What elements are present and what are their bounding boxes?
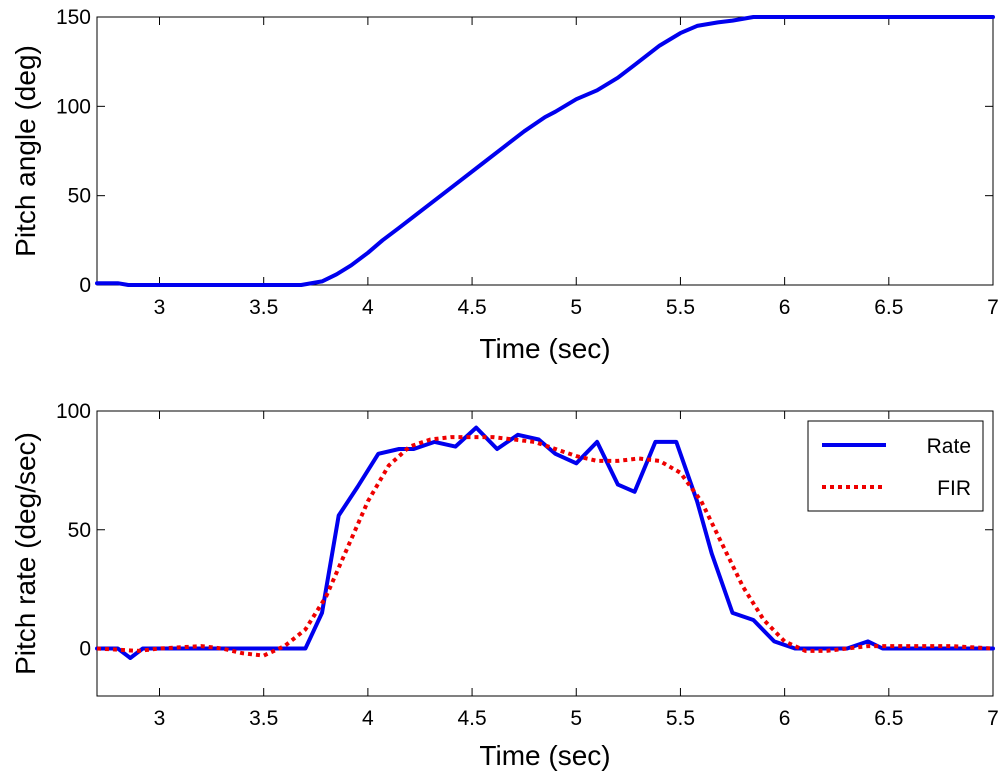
- x-tick-label: 5: [570, 707, 582, 730]
- pitch-angle-y-axis-label: Pitch angle (deg): [10, 45, 41, 257]
- x-tick-label: 4.5: [457, 296, 486, 319]
- series-line-rate: [95, 425, 995, 660]
- pitch-rate-y-axis-label: Pitch rate (deg/sec): [10, 432, 41, 675]
- pitch-angle-x-axis-label: Time (sec): [479, 333, 610, 364]
- x-tick-label: 5: [570, 296, 582, 319]
- x-tick-label: 6: [779, 296, 791, 319]
- legend-label-fir: FIR: [937, 477, 971, 500]
- x-tick-label: 3.5: [249, 707, 278, 730]
- pitch-rate-x-axis-label: Time (sec): [479, 740, 610, 771]
- x-tick-label: 6: [779, 707, 791, 730]
- legend-label-rate: Rate: [927, 435, 971, 458]
- pitch-angle-chart: 3 3.5 4 4.5 5 5.5 6 6.5 7 0 50 100 150 Time (sec) Pi…: [10, 6, 999, 364]
- y-tick-label: 0: [79, 638, 91, 661]
- pitch-angle-ticks: 3 3.5 4 4.5 5 5.5 6 6.5 7 0 50 100 150: [56, 6, 999, 319]
- pitch-rate-chart: 3 3.5 4 4.5 5 5.5 6 6.5 7 0 50 100 Time (sec) Pitch…: [10, 400, 999, 771]
- x-tick-label: 3.5: [249, 296, 278, 319]
- x-tick-label: 4: [362, 707, 374, 730]
- x-tick-label: 3: [154, 296, 166, 319]
- x-tick-label: 5.5: [666, 296, 695, 319]
- pitch-rate-series: [95, 425, 995, 660]
- x-tick-label: 5.5: [666, 707, 695, 730]
- series-line-fir: [96, 435, 994, 658]
- legend-box: [807, 420, 984, 512]
- x-tick-label: 6.5: [874, 707, 903, 730]
- x-tick-label: 3: [154, 707, 166, 730]
- x-tick-label: 6.5: [874, 296, 903, 319]
- x-tick-label: 7: [987, 707, 999, 730]
- x-tick-label: 7: [987, 296, 999, 319]
- y-tick-label: 50: [68, 185, 91, 208]
- x-tick-label: 4: [362, 296, 374, 319]
- legend: Rate FIR: [807, 420, 984, 512]
- pitch-angle-series: [95, 15, 995, 287]
- y-tick-label: 50: [68, 519, 91, 542]
- y-tick-label: 100: [56, 95, 91, 118]
- y-tick-label: 100: [56, 400, 91, 423]
- x-tick-label: 4.5: [457, 707, 486, 730]
- series-line-0: [95, 15, 995, 287]
- y-tick-label: 0: [79, 274, 91, 297]
- y-tick-label: 150: [56, 6, 91, 29]
- pitch-rate-axes-box: [96, 410, 994, 697]
- pitch-rate-ticks: 3 3.5 4 4.5 5 5.5 6 6.5 7 0 50 100: [56, 400, 999, 730]
- pitch-angle-axes-box: [96, 16, 994, 286]
